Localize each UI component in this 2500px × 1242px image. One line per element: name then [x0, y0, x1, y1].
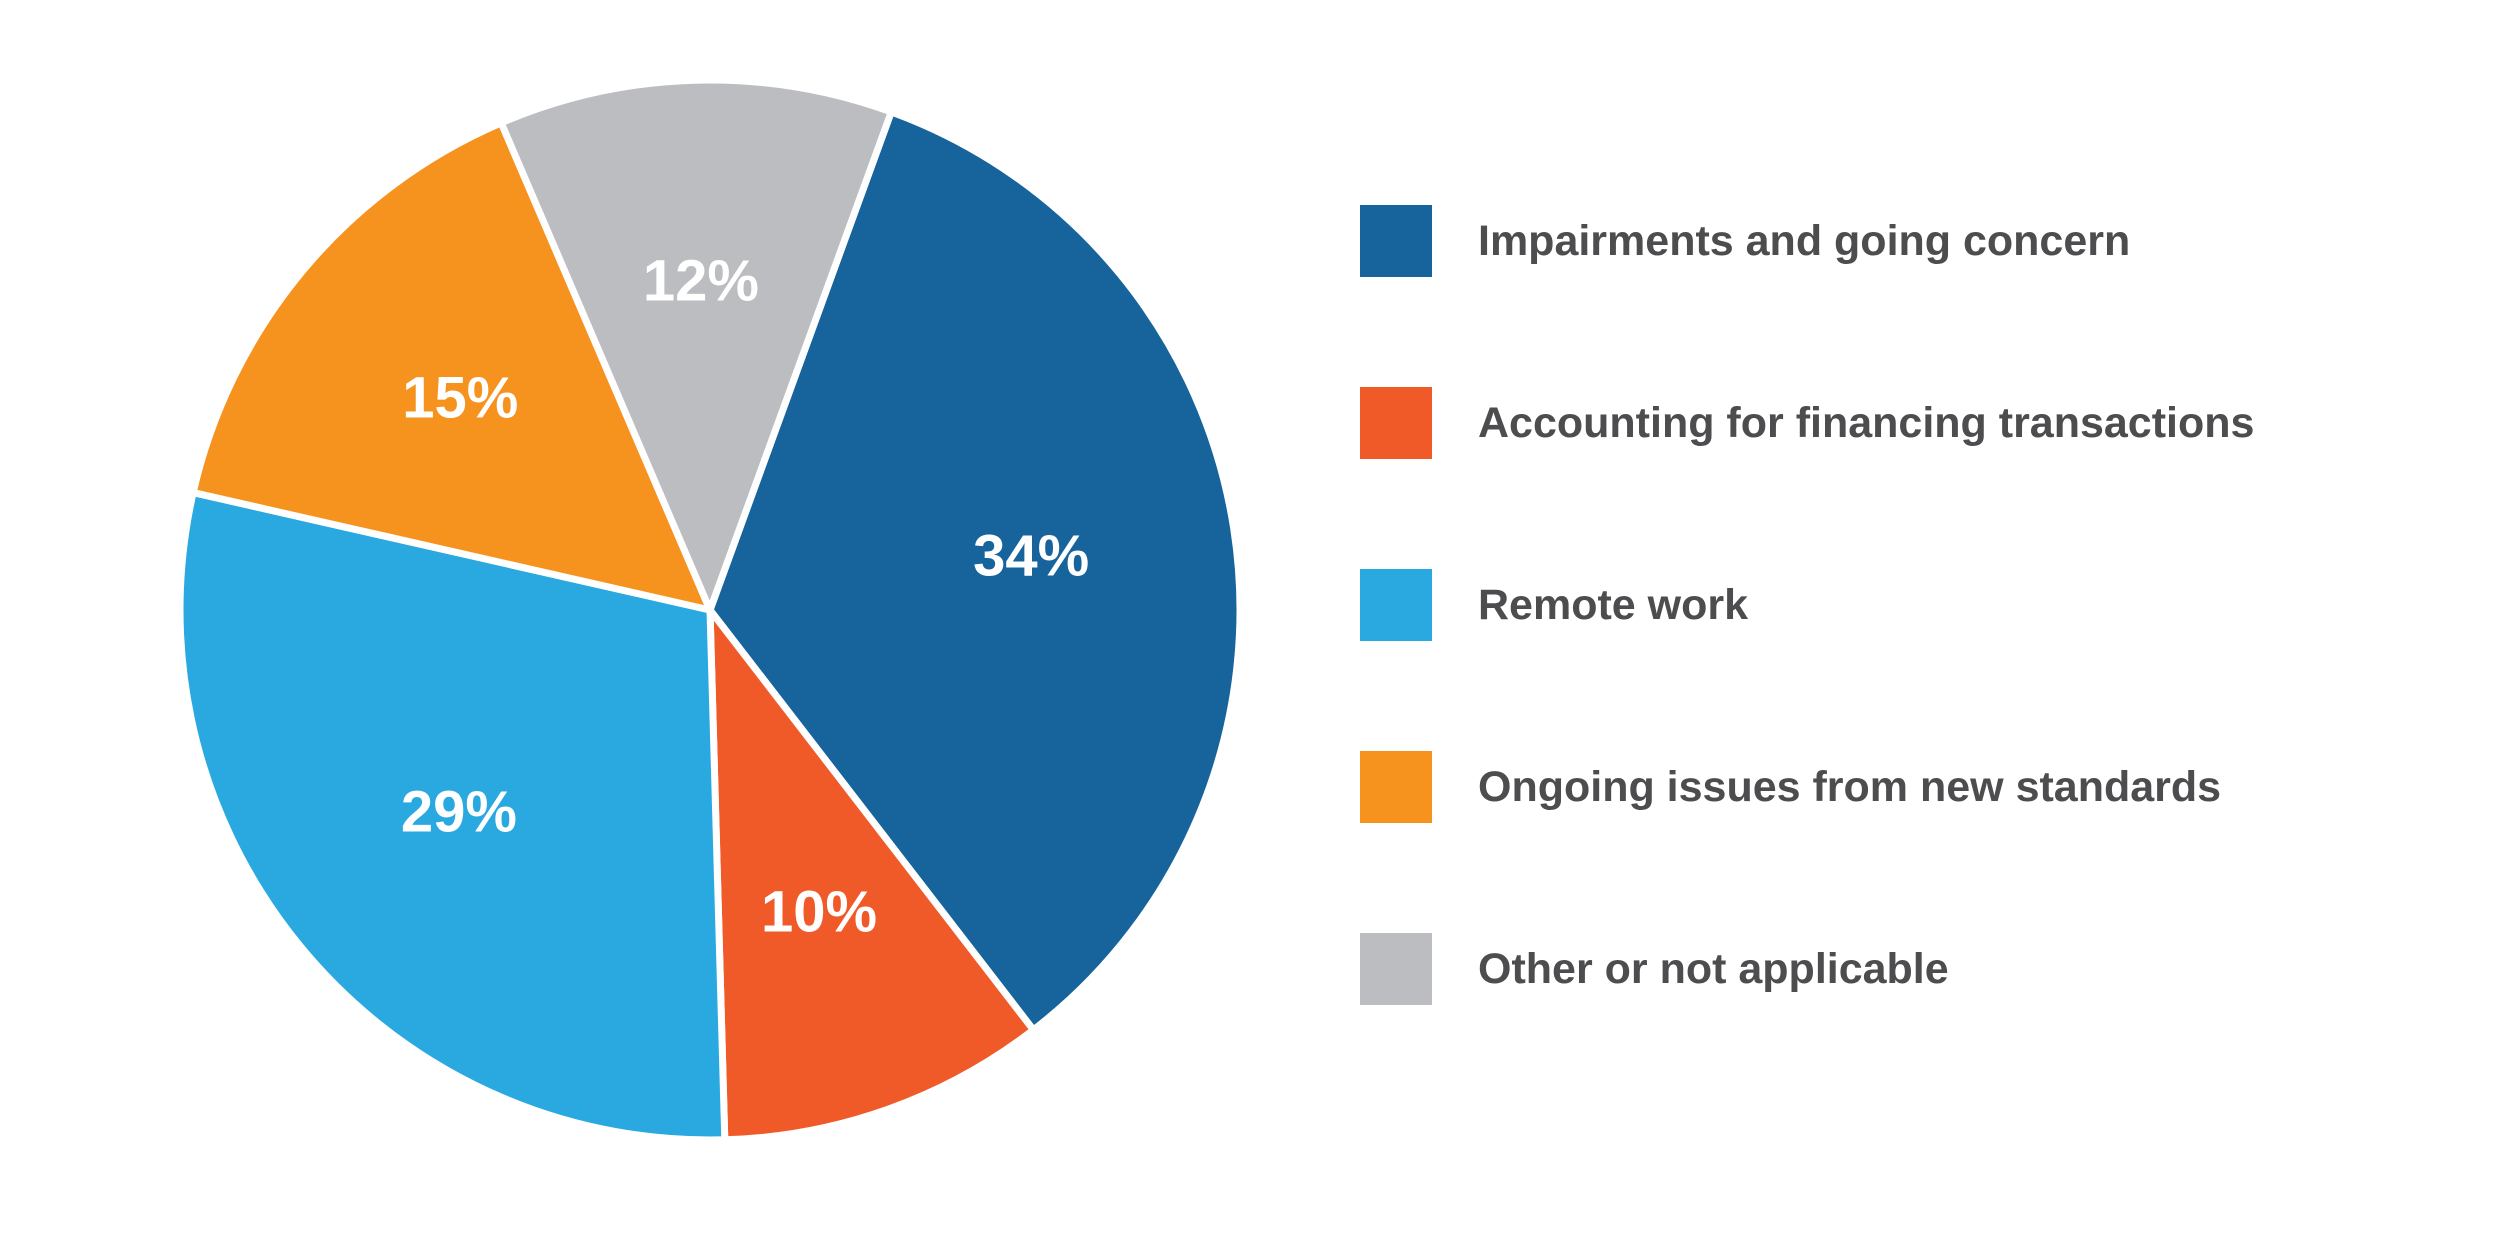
- legend-label: Remote work: [1478, 580, 1749, 629]
- slice-value-label: 12%: [643, 248, 759, 313]
- slice-value-label: 15%: [402, 365, 518, 430]
- pie-slice: [706, 606, 1037, 1144]
- slices-group: [176, 76, 1244, 1144]
- legend-label: Other or not applicable: [1478, 944, 1949, 993]
- legend-swatch: [1360, 933, 1432, 1005]
- legend-swatch: [1360, 205, 1432, 277]
- legend-swatch: [1360, 569, 1432, 641]
- value-labels-group: 34% 10% 29% 15% 12%: [401, 248, 1089, 944]
- legend-item: Impairments and going concern: [1360, 205, 2254, 277]
- legend-label: Ongoing issues from new standards: [1478, 762, 2222, 811]
- slice-value-label: 34%: [973, 524, 1089, 589]
- slice-value-label: 10%: [761, 880, 877, 945]
- legend-label: Accounting for financing transactions: [1478, 398, 2255, 447]
- legend-swatch: [1360, 751, 1432, 823]
- legend-item: Ongoing issues from new standards: [1360, 751, 2254, 823]
- legend: Impairments and going concern Accounting…: [1360, 205, 2254, 1115]
- legend-item: Accounting for financing transactions: [1360, 387, 2254, 459]
- pie-slice: [189, 119, 714, 614]
- legend-label: Impairments and going concern: [1478, 216, 2131, 265]
- legend-item: Remote work: [1360, 569, 2254, 641]
- slice-value-label: 29%: [401, 780, 517, 845]
- pie-slice: [176, 489, 729, 1144]
- legend-item: Other or not applicable: [1360, 933, 2254, 1005]
- legend-swatch: [1360, 387, 1432, 459]
- pie-slice: [497, 76, 895, 614]
- pie-slice: [706, 108, 1244, 1034]
